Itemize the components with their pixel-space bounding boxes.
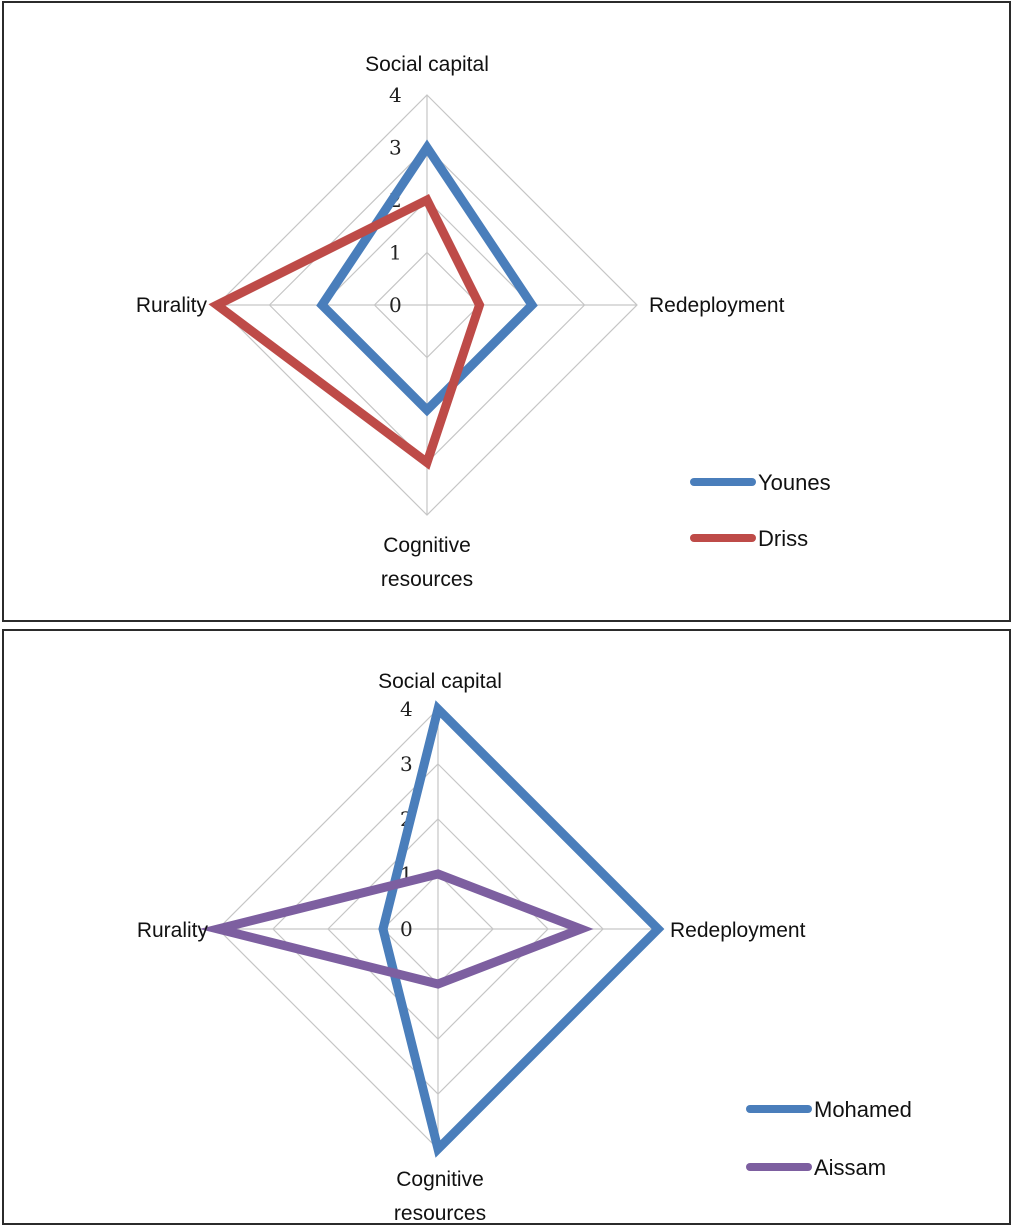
series-line-younes xyxy=(316,139,538,417)
axis-label-top: Social capital xyxy=(365,53,489,76)
series-line-aissam xyxy=(199,869,594,989)
radar-chart-panel-2: 0 1 2 3 4 Social capital Redeployment Cognitive… xyxy=(2,629,1011,1225)
legend-label-aissam: Aissam xyxy=(814,1155,886,1180)
axis-label-right: Redeployment xyxy=(649,294,785,317)
legend: Younes Driss xyxy=(690,470,831,551)
radar-chart-panel-1: 0 1 2 3 4 Social capital Redeployment Cognitive… xyxy=(2,1,1011,622)
axis-labels: Social capital Redeployment Cognitive resou… xyxy=(136,53,785,591)
series-line-driss xyxy=(208,193,485,470)
tick-label: 0 xyxy=(389,293,402,317)
legend-label-mohamed: Mohamed xyxy=(814,1097,912,1122)
series-line-mohamed xyxy=(378,700,665,1158)
axis-label-bottom: Cognitive resources xyxy=(394,1168,486,1223)
tick-label: 1 xyxy=(389,241,402,265)
legend: Mohamed Aissam xyxy=(746,1097,912,1180)
axis-label-top: Social capital xyxy=(378,670,502,693)
axis-label-left: Rurality xyxy=(137,919,209,942)
axis-label-bottom: Cognitive resources xyxy=(381,534,473,591)
tick-label: 0 xyxy=(400,917,413,941)
axis-labels: Social capital Redeployment Cognitive resou… xyxy=(137,670,806,1223)
tick-label: 3 xyxy=(400,752,413,776)
tick-label: 4 xyxy=(389,83,402,107)
legend-label-driss: Driss xyxy=(758,526,808,551)
tick-label: 4 xyxy=(400,697,413,721)
tick-label: 3 xyxy=(389,136,402,160)
legend-label-younes: Younes xyxy=(758,470,831,495)
axis-label-right: Redeployment xyxy=(670,919,806,942)
axis-label-left: Rurality xyxy=(136,294,208,317)
